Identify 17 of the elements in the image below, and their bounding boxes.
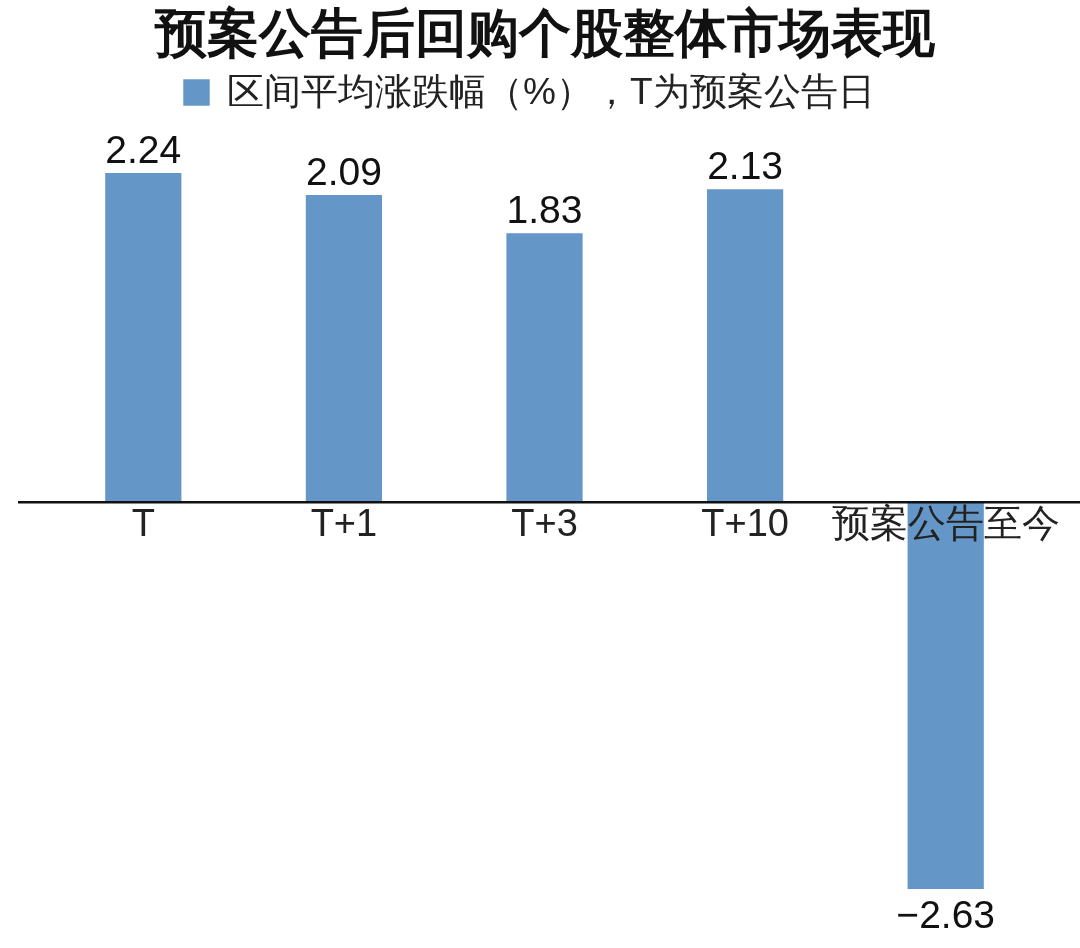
bar — [706, 189, 784, 503]
bar — [105, 173, 182, 503]
x-tick-label: T+1 — [310, 502, 378, 545]
x-tick-label: T+3 — [511, 502, 578, 545]
data-label: 2.09 — [305, 150, 382, 194]
x-tick-label: T — [131, 502, 155, 545]
x-tick-label: T+10 — [701, 502, 789, 545]
x-tick-label: 预案公告至今 — [831, 502, 1060, 545]
data-label: 2.13 — [707, 144, 784, 188]
bar — [907, 502, 984, 889]
chart-title: 预案公告后回购个股整体市场表现 — [153, 4, 936, 62]
data-label: 1.83 — [506, 188, 583, 232]
bar — [305, 195, 383, 503]
bar — [506, 233, 583, 503]
data-label: 2.24 — [105, 128, 182, 171]
legend-label: 区间平均涨跌幅（%），T为预案公告日 — [227, 70, 875, 112]
data-label: −2.63 — [896, 893, 996, 936]
